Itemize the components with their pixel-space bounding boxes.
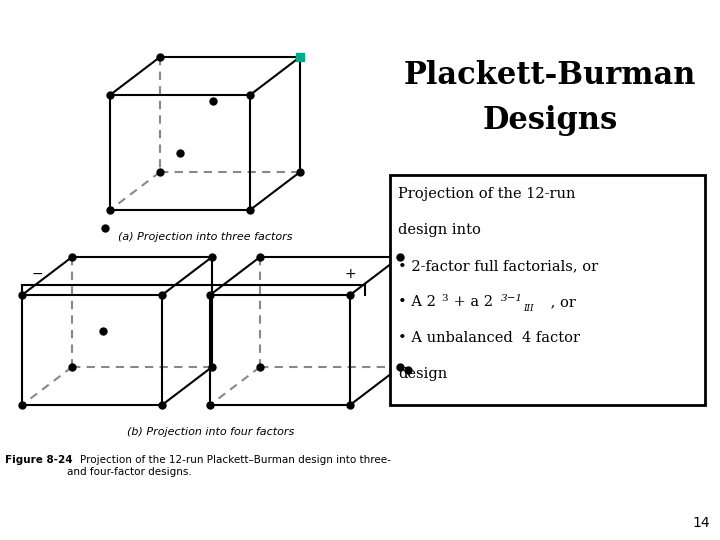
Text: Projection of the 12-run Plackett–Burman design into three-
and four-factor desi: Projection of the 12-run Plackett–Burman… bbox=[67, 455, 391, 477]
Text: III: III bbox=[523, 304, 534, 313]
Text: Figure 8-24: Figure 8-24 bbox=[5, 455, 73, 465]
Text: +: + bbox=[344, 267, 356, 281]
Text: Plackett-Burman: Plackett-Burman bbox=[404, 60, 696, 91]
Text: Designs: Designs bbox=[482, 105, 618, 136]
Text: 14: 14 bbox=[693, 516, 710, 530]
Text: • A 2: • A 2 bbox=[398, 295, 436, 309]
Text: + a 2: + a 2 bbox=[449, 295, 493, 309]
Text: design: design bbox=[398, 367, 447, 381]
FancyBboxPatch shape bbox=[390, 175, 705, 405]
Text: (b) Projection into four factors: (b) Projection into four factors bbox=[127, 427, 294, 437]
Text: design into: design into bbox=[398, 223, 481, 237]
Text: 3−1: 3−1 bbox=[501, 294, 523, 303]
Text: (a) Projection into three factors: (a) Projection into three factors bbox=[118, 232, 292, 242]
Text: • A unbalanced  4 factor: • A unbalanced 4 factor bbox=[398, 331, 580, 345]
Text: 3: 3 bbox=[441, 294, 448, 303]
Text: Projection of the 12-run: Projection of the 12-run bbox=[398, 187, 575, 201]
Text: −: − bbox=[31, 267, 42, 281]
Text: • 2-factor full factorials, or: • 2-factor full factorials, or bbox=[398, 259, 598, 273]
Text: , or: , or bbox=[546, 295, 576, 309]
